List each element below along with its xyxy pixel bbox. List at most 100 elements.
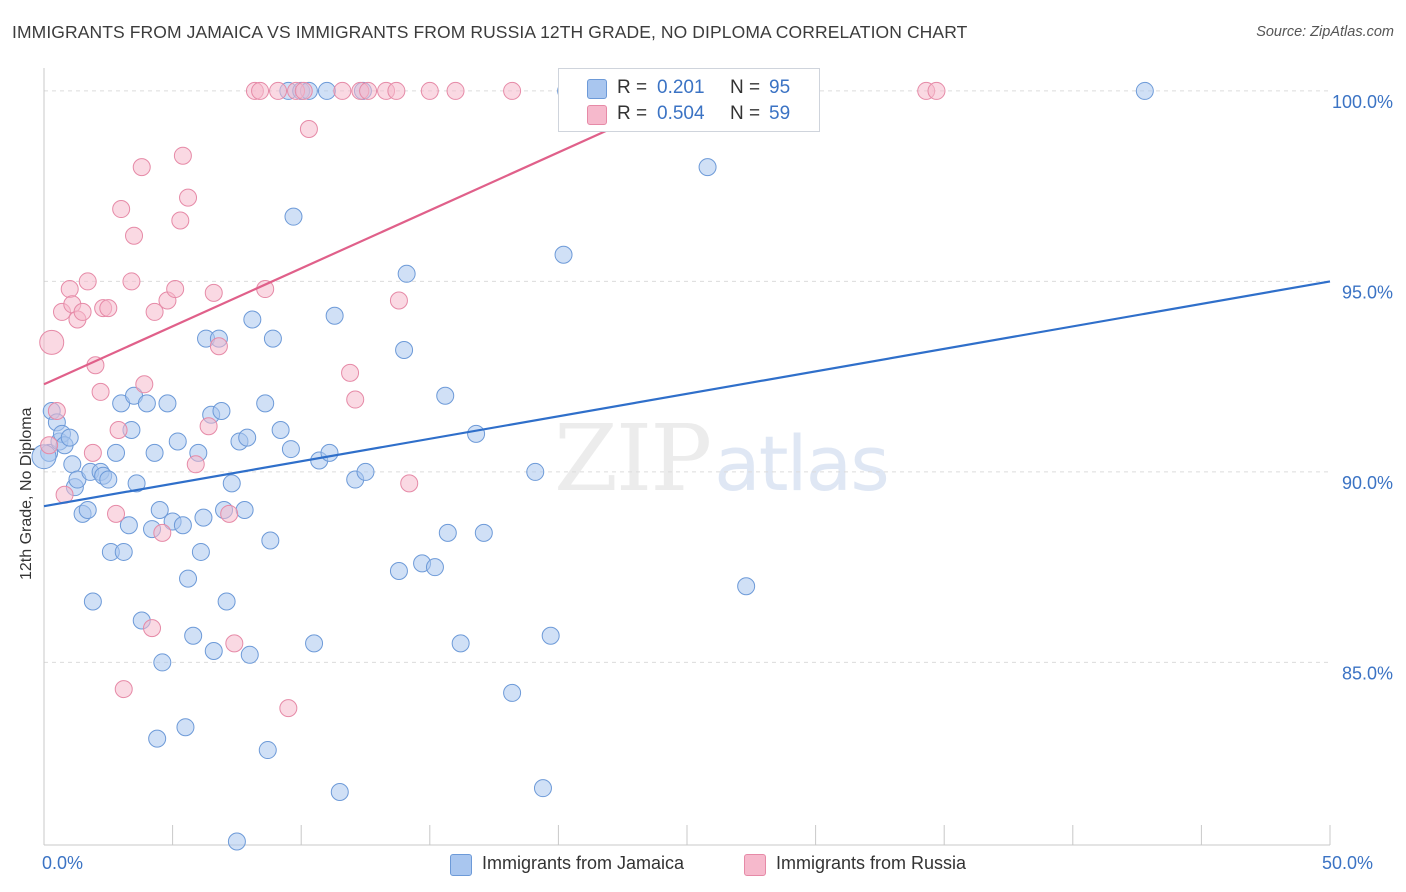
jamaica-point [99,470,118,489]
jamaica-point [148,729,167,748]
trend-line-jamaica [43,280,1331,508]
legend-n-value: 95 [769,77,791,98]
jamaica-point [397,264,416,283]
russia-point [143,619,162,638]
jamaica-point [179,569,198,588]
russia-point [73,302,92,321]
jamaica-point [137,394,156,413]
jamaica-point [191,542,210,561]
russia-point [109,421,128,440]
russia-point [294,81,313,100]
russia-point [225,634,244,653]
russia-point [91,382,110,401]
jamaica-point [474,523,493,542]
chart-title: IMMIGRANTS FROM JAMAICA VS IMMIGRANTS FR… [12,22,968,42]
correlation-legend: R = 0.201 N = 95 R = 0.504 N = 59 [558,68,820,132]
jamaica-point [261,531,280,550]
jamaica-point [150,501,169,520]
jamaica-point [78,501,97,520]
jamaica-point [503,683,522,702]
russia-point [209,337,228,356]
jamaica-point [222,474,241,493]
series-jamaica-points [31,81,1154,851]
jamaica-point [330,782,349,801]
jamaica-point [240,645,259,664]
bottom-legend-swatch-jamaica [450,854,472,876]
jamaica-point [63,455,82,474]
y-tick-label: 100.0% [1332,92,1393,112]
jamaica-point [127,474,146,493]
jamaica-point [325,306,344,325]
russia-point [199,417,218,436]
jamaica-point [436,386,455,405]
jamaica-point [526,462,545,481]
russia-point [47,401,66,420]
jamaica-point [168,432,187,451]
russia-point [40,436,59,455]
legend-n-value: 59 [769,103,791,124]
russia-point [83,443,102,462]
jamaica-point [305,634,324,653]
russia-point [153,523,172,542]
jamaica-point [438,523,457,542]
legend-r-label: R = [617,103,648,124]
russia-point [114,680,133,699]
jamaica-point [467,424,486,443]
jamaica-point [284,207,303,226]
trend-line-russia [43,89,696,386]
jamaica-point [425,558,444,577]
jamaica-point [176,718,195,737]
jamaica-point [1135,81,1154,100]
bottom-legend-label-jamaica: Immigrants from Jamaica [482,853,685,873]
jamaica-point [320,443,339,462]
jamaica-point [145,443,164,462]
legend-n-label: N = [730,103,761,124]
russia-point [299,120,318,139]
jamaica-point [256,394,275,413]
y-tick-label: 90.0% [1342,473,1393,493]
jamaica-point [698,158,717,177]
y-axis-label: 12th Grade, No Diploma [18,407,35,580]
russia-point [60,280,79,299]
legend-n-label: N = [730,77,761,98]
jamaica-point [194,508,213,527]
watermark-zip: ZIP [554,405,712,512]
russia-point [400,474,419,493]
russia-point [112,200,131,219]
trend-lines [43,89,1331,508]
russia-point [145,302,164,321]
russia-point [346,390,365,409]
jamaica-point [184,626,203,645]
jamaica-point [227,832,246,851]
jamaica-point [737,577,756,596]
russia-point [446,81,465,100]
jamaica-point [153,653,172,672]
russia-point [387,81,406,100]
russia-point [135,375,154,394]
russia-point [171,211,190,230]
russia-point [179,188,198,207]
jamaica-point [60,428,79,447]
jamaica-point [235,501,254,520]
russia-point [279,699,298,718]
source-label: Source: ZipAtlas.com [1256,24,1394,40]
russia-point [220,504,239,523]
russia-point [204,283,223,302]
jamaica-point [263,329,282,348]
y-tick-label: 85.0% [1342,663,1393,683]
jamaica-point [243,310,262,329]
jamaica-point [158,394,177,413]
russia-point [503,81,522,100]
russia-point [132,158,151,177]
russia-point [166,280,185,299]
russia-point [269,81,288,100]
russia-point [927,81,946,100]
grid-lines [44,90,1330,663]
russia-point [186,455,205,474]
russia-point [107,504,126,523]
russia-point [78,272,97,291]
x-tick-label-min: 0.0% [42,853,84,873]
x-tick-label-max: 50.0% [1322,853,1374,873]
russia-point [99,299,118,318]
